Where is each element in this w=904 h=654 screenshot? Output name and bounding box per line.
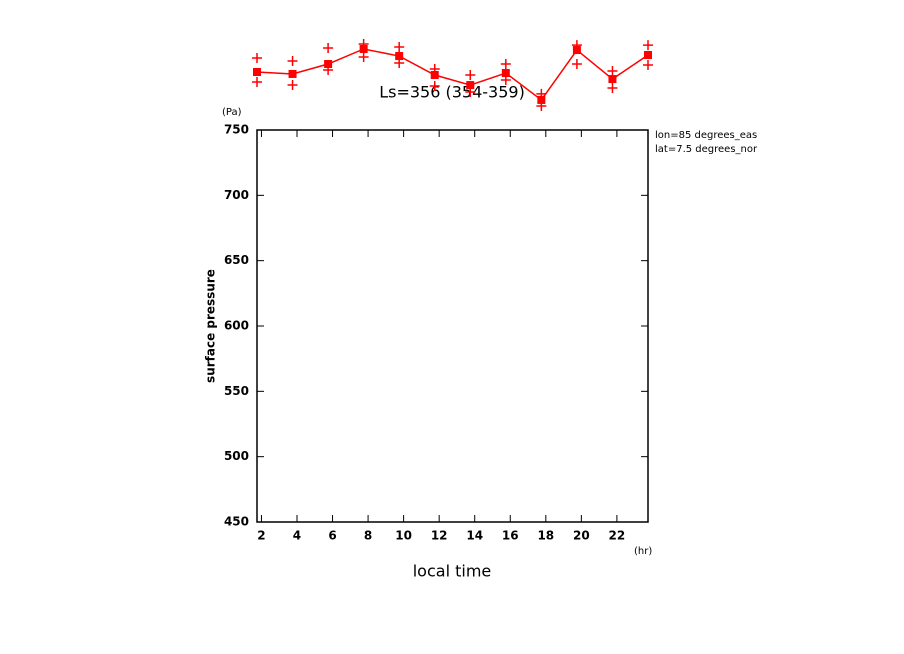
point-marker xyxy=(323,65,334,76)
point-marker xyxy=(252,77,262,88)
x-tick-label: 16 xyxy=(502,529,519,543)
point-marker xyxy=(429,80,440,91)
point-marker xyxy=(643,40,653,51)
point-marker xyxy=(501,69,510,78)
point-marker xyxy=(608,75,617,84)
x-tick-label: 14 xyxy=(466,529,483,543)
point-marker xyxy=(429,63,440,74)
point-marker xyxy=(537,95,546,104)
y-tick-label: 500 xyxy=(224,449,249,463)
y-unit: (Pa) xyxy=(222,107,242,118)
point-marker xyxy=(607,65,618,76)
y-tick-label: 650 xyxy=(224,253,249,267)
point-marker xyxy=(395,52,404,61)
point-marker xyxy=(288,69,297,78)
y-tick-label: 550 xyxy=(224,384,249,398)
x-tick-label: 2 xyxy=(257,529,265,543)
annotation: lat=7.5 degrees_nor xyxy=(655,144,758,155)
y-axis-label: surface pressure xyxy=(204,269,218,383)
plot-frame xyxy=(256,129,649,523)
point-marker xyxy=(644,50,652,59)
x-tick-label: 22 xyxy=(609,529,626,543)
x-tick-label: 12 xyxy=(431,529,448,543)
point-marker xyxy=(430,70,439,79)
x-tick-label: 20 xyxy=(573,529,590,543)
point-marker xyxy=(536,100,547,111)
point-marker xyxy=(358,39,369,50)
y-tick-label: 750 xyxy=(224,123,249,137)
annotation: lon=85 degrees_eas xyxy=(655,130,757,141)
x-tick-label: 18 xyxy=(537,529,554,543)
point-marker xyxy=(607,83,618,94)
point-marker xyxy=(465,69,476,80)
y-tick-label: 600 xyxy=(224,319,249,333)
x-tick-label: 4 xyxy=(293,529,301,543)
point-marker xyxy=(500,59,511,70)
x-tick-label: 8 xyxy=(364,529,372,543)
point-marker xyxy=(500,74,511,85)
y-tick-label: 700 xyxy=(224,188,249,202)
point-marker xyxy=(287,80,298,91)
point-marker xyxy=(643,60,653,71)
point-marker xyxy=(323,42,334,53)
chart-title: Ls=356 (354-359) xyxy=(379,83,525,102)
x-tick-label: 6 xyxy=(328,529,336,543)
x-axis-label: local time xyxy=(413,562,492,581)
point-marker xyxy=(466,81,475,90)
point-marker xyxy=(465,86,476,97)
point-marker xyxy=(394,42,405,53)
series-line xyxy=(256,48,649,102)
y-tick-label: 450 xyxy=(224,515,249,529)
point-marker xyxy=(287,56,298,67)
point-marker xyxy=(394,57,405,68)
point-marker xyxy=(358,51,369,62)
point-marker xyxy=(536,88,547,99)
x-tick-label: 10 xyxy=(395,529,412,543)
point-marker xyxy=(253,67,261,76)
point-marker xyxy=(571,40,582,51)
point-marker xyxy=(571,59,582,70)
point-marker xyxy=(324,60,333,69)
x-unit: (hr) xyxy=(634,546,652,557)
point-marker xyxy=(252,53,262,64)
